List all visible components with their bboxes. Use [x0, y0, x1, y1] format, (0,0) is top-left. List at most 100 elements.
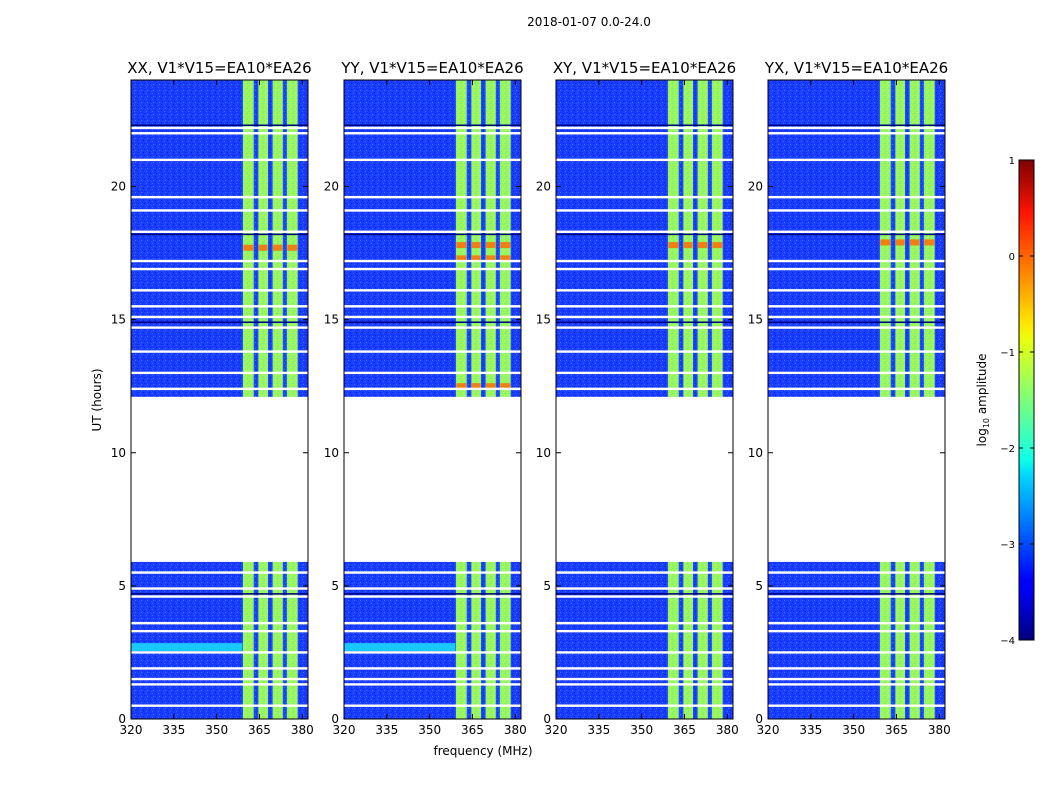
- y-tick-label: 5: [543, 579, 551, 593]
- peak-mark: [910, 239, 920, 246]
- flagged-row: [556, 305, 733, 308]
- x-tick-label: 365: [248, 723, 271, 737]
- x-tick-label: 335: [799, 723, 822, 737]
- flagged-row: [344, 571, 521, 574]
- flagged-row: [344, 326, 521, 329]
- colorbar-label: log10 amplitude: [975, 354, 991, 447]
- flagged-row: [131, 571, 308, 574]
- flagged-row: [344, 595, 521, 598]
- flagged-row: [768, 683, 945, 686]
- x-tick-label: 320: [757, 723, 780, 737]
- y-tick-label: 15: [748, 313, 763, 327]
- y-tick-label: 20: [748, 180, 763, 194]
- x-tick-label: 380: [716, 723, 739, 737]
- y-tick-label: 20: [111, 180, 126, 194]
- peak-mark: [486, 255, 496, 262]
- flagged-row: [344, 651, 521, 654]
- flagged-row: [768, 350, 945, 353]
- flagged-row: [344, 289, 521, 292]
- colorbar-tick-label: −2: [1000, 444, 1015, 455]
- x-tick-label: 350: [630, 723, 653, 737]
- x-tick-label: 380: [291, 723, 314, 737]
- x-tick-label: 365: [461, 723, 484, 737]
- flagged-row: [556, 195, 733, 199]
- panel-title: XX, V1*V15=EA10*EA26: [127, 59, 311, 77]
- flagged-row: [556, 571, 733, 574]
- colorbar-tick-label: −1: [1000, 348, 1015, 359]
- y-tick-label: 0: [331, 712, 339, 726]
- x-tick-label: 380: [928, 723, 951, 737]
- panel-frame: [767, 79, 946, 720]
- peak-mark: [471, 383, 481, 390]
- flagged-row: [344, 683, 521, 686]
- flagged-row: [131, 267, 308, 271]
- x-tick-label: 365: [885, 723, 908, 737]
- flagged-row: [768, 667, 945, 670]
- peak-mark: [456, 255, 467, 262]
- flagged-row: [556, 629, 733, 633]
- flagged-row: [344, 315, 521, 319]
- flagged-row: [768, 621, 945, 625]
- flagged-row: [556, 677, 733, 681]
- y-tick-label: 10: [748, 446, 763, 460]
- peak-mark: [456, 383, 467, 390]
- flagged-row: [131, 209, 308, 212]
- flagged-row: [768, 677, 945, 681]
- panels: 320 335 350 365 380 0 5 10 15 20 XX, V1*V15=EA10*E…: [111, 59, 951, 737]
- colorbar: 10−1−2−3−4 log10 amplitude: [975, 156, 1035, 647]
- flagged-row: [344, 704, 521, 707]
- flagged-row: [344, 267, 521, 271]
- panel-title: YX, V1*V15=EA10*EA26: [764, 59, 948, 77]
- data-gap: [344, 396, 521, 562]
- flagged-row: [556, 683, 733, 686]
- peak-mark: [500, 255, 511, 262]
- peak-mark: [500, 242, 511, 249]
- panel-title: YY, V1*V15=EA10*EA26: [340, 59, 523, 77]
- x-tick-label: 335: [162, 723, 185, 737]
- x-tick-label: 380: [504, 723, 527, 737]
- x-axis-label: frequency (MHz): [433, 744, 532, 758]
- flagged-row: [556, 289, 733, 292]
- flagged-row: [344, 209, 521, 212]
- panel-frame: [343, 79, 522, 720]
- peak-mark: [273, 244, 283, 251]
- x-tick-label: 350: [842, 723, 865, 737]
- flagged-row: [556, 158, 733, 162]
- peak-mark: [258, 244, 268, 251]
- colorbar-label-rest: amplitude: [975, 354, 989, 418]
- peak-mark: [486, 242, 496, 249]
- flagged-row: [344, 350, 521, 353]
- flagged-row: [131, 230, 308, 233]
- flagged-row: [131, 595, 308, 598]
- flagged-row: [344, 587, 521, 590]
- flagged-row: [556, 651, 733, 654]
- panel-frame: [555, 79, 734, 720]
- flagged-row: [768, 230, 945, 233]
- panel-1: 320 335 350 365 380 0 5 10 15 20 YY, V1*V15=EA10*E…: [324, 59, 527, 737]
- calibrator-row: [344, 643, 456, 652]
- flagged-row: [131, 195, 308, 199]
- flagged-row: [768, 158, 945, 162]
- flagged-row: [556, 230, 733, 233]
- panel-2: 320 335 350 365 380 0 5 10 15 20 XY, V1*V15=EA10*E…: [536, 59, 739, 737]
- peak-mark: [683, 242, 693, 249]
- calibrator-row: [131, 643, 243, 652]
- x-tick-label: 335: [375, 723, 398, 737]
- flagged-row: [768, 704, 945, 707]
- flagged-row: [131, 289, 308, 292]
- panel-3: 320 335 350 365 380 0 5 10 15 20 YX, V1*V15=EA10*E…: [748, 59, 951, 737]
- flagged-row: [768, 326, 945, 329]
- flagged-row: [768, 195, 945, 199]
- flagged-row: [556, 587, 733, 590]
- flagged-row: [131, 259, 308, 263]
- flagged-row: [344, 667, 521, 670]
- flagged-row: [768, 259, 945, 263]
- flagged-row: [556, 209, 733, 212]
- colorbar-gradient: [1018, 159, 1035, 641]
- x-tick-label: 335: [587, 723, 610, 737]
- flagged-row: [556, 350, 733, 353]
- flagged-row: [131, 132, 308, 135]
- flagged-row: [556, 387, 733, 391]
- y-tick-label: 0: [543, 712, 551, 726]
- flagged-row: [556, 667, 733, 670]
